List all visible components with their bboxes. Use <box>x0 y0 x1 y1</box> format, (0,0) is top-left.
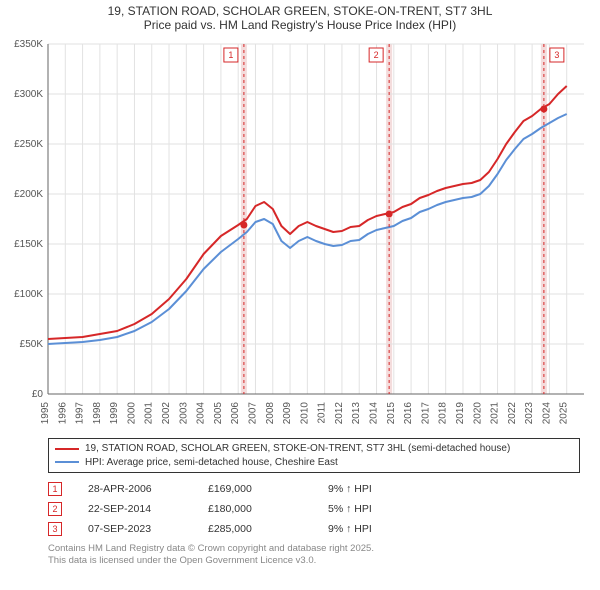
svg-text:2020: 2020 <box>472 402 483 425</box>
marker-delta: 9% ↑ HPI <box>328 523 448 535</box>
marker-badge: 3 <box>48 522 62 536</box>
svg-text:2012: 2012 <box>334 402 345 425</box>
svg-text:2019: 2019 <box>455 402 466 425</box>
svg-text:2009: 2009 <box>282 402 293 425</box>
legend-swatch-2 <box>55 461 79 463</box>
svg-text:2000: 2000 <box>126 402 137 425</box>
legend: 19, STATION ROAD, SCHOLAR GREEN, STOKE-O… <box>48 438 580 473</box>
svg-text:2001: 2001 <box>144 402 155 425</box>
marker-price: £169,000 <box>208 483 328 495</box>
footnote-line-2: This data is licensed under the Open Gov… <box>48 555 580 567</box>
svg-text:2010: 2010 <box>299 402 310 425</box>
svg-text:2015: 2015 <box>386 402 397 425</box>
svg-text:1996: 1996 <box>57 402 68 425</box>
svg-text:£0: £0 <box>32 389 44 400</box>
svg-text:2003: 2003 <box>178 402 189 425</box>
svg-text:£250K: £250K <box>14 139 43 150</box>
svg-text:2014: 2014 <box>369 402 380 425</box>
svg-text:£100K: £100K <box>14 289 43 300</box>
svg-text:2008: 2008 <box>265 402 276 425</box>
svg-text:2007: 2007 <box>247 402 258 425</box>
svg-text:£200K: £200K <box>14 189 43 200</box>
marker-delta: 5% ↑ HPI <box>328 503 448 515</box>
svg-text:2024: 2024 <box>541 402 552 425</box>
line-chart: £0 £50K £100K £150K £200K £250K £300K £350K 1995… <box>0 34 600 434</box>
svg-text:2002: 2002 <box>161 402 172 425</box>
legend-row-1: 19, STATION ROAD, SCHOLAR GREEN, STOKE-O… <box>55 442 573 456</box>
svg-text:2025: 2025 <box>559 402 570 425</box>
svg-text:1999: 1999 <box>109 402 120 425</box>
marker-date: 07-SEP-2023 <box>88 523 208 535</box>
svg-text:2018: 2018 <box>438 402 449 425</box>
title-sub: Price paid vs. HM Land Registry's House … <box>8 18 592 32</box>
legend-label-2: HPI: Average price, semi-detached house,… <box>85 456 338 470</box>
title-main: 19, STATION ROAD, SCHOLAR GREEN, STOKE-O… <box>8 4 592 18</box>
footnote-line-1: Contains HM Land Registry data © Crown c… <box>48 543 580 555</box>
svg-text:2022: 2022 <box>507 402 518 425</box>
svg-text:2016: 2016 <box>403 402 414 425</box>
legend-swatch-1 <box>55 448 79 450</box>
marker-row: 2 22-SEP-2014 £180,000 5% ↑ HPI <box>48 499 580 519</box>
marker-row: 3 07-SEP-2023 £285,000 9% ↑ HPI <box>48 519 580 539</box>
svg-text:2005: 2005 <box>213 402 224 425</box>
svg-text:2: 2 <box>374 50 379 60</box>
svg-text:£350K: £350K <box>14 39 43 50</box>
svg-text:£300K: £300K <box>14 89 43 100</box>
marker-price: £180,000 <box>208 503 328 515</box>
svg-text:2006: 2006 <box>230 402 241 425</box>
svg-text:2011: 2011 <box>317 402 328 424</box>
chart-titles: 19, STATION ROAD, SCHOLAR GREEN, STOKE-O… <box>0 0 600 34</box>
svg-text:1997: 1997 <box>75 402 86 425</box>
svg-text:2017: 2017 <box>420 402 431 425</box>
svg-text:2013: 2013 <box>351 402 362 425</box>
svg-text:2021: 2021 <box>490 402 501 425</box>
svg-text:2004: 2004 <box>196 402 207 425</box>
chart-area: £0 £50K £100K £150K £200K £250K £300K £350K 1995… <box>0 34 600 434</box>
markers-table: 1 28-APR-2006 £169,000 9% ↑ HPI 2 22-SEP… <box>48 479 580 539</box>
svg-text:2023: 2023 <box>524 402 535 425</box>
svg-text:1995: 1995 <box>40 402 51 425</box>
marker-date: 22-SEP-2014 <box>88 503 208 515</box>
marker-price: £285,000 <box>208 523 328 535</box>
marker-badge: 2 <box>48 502 62 516</box>
marker-delta: 9% ↑ HPI <box>328 483 448 495</box>
svg-text:£150K: £150K <box>14 239 43 250</box>
marker-row: 1 28-APR-2006 £169,000 9% ↑ HPI <box>48 479 580 499</box>
legend-row-2: HPI: Average price, semi-detached house,… <box>55 456 573 470</box>
footnote: Contains HM Land Registry data © Crown c… <box>48 543 580 568</box>
legend-label-1: 19, STATION ROAD, SCHOLAR GREEN, STOKE-O… <box>85 442 510 456</box>
marker-date: 28-APR-2006 <box>88 483 208 495</box>
svg-text:1: 1 <box>228 50 233 60</box>
marker-badge: 1 <box>48 482 62 496</box>
svg-text:1998: 1998 <box>92 402 103 425</box>
svg-text:£50K: £50K <box>20 339 44 350</box>
svg-text:3: 3 <box>554 50 559 60</box>
